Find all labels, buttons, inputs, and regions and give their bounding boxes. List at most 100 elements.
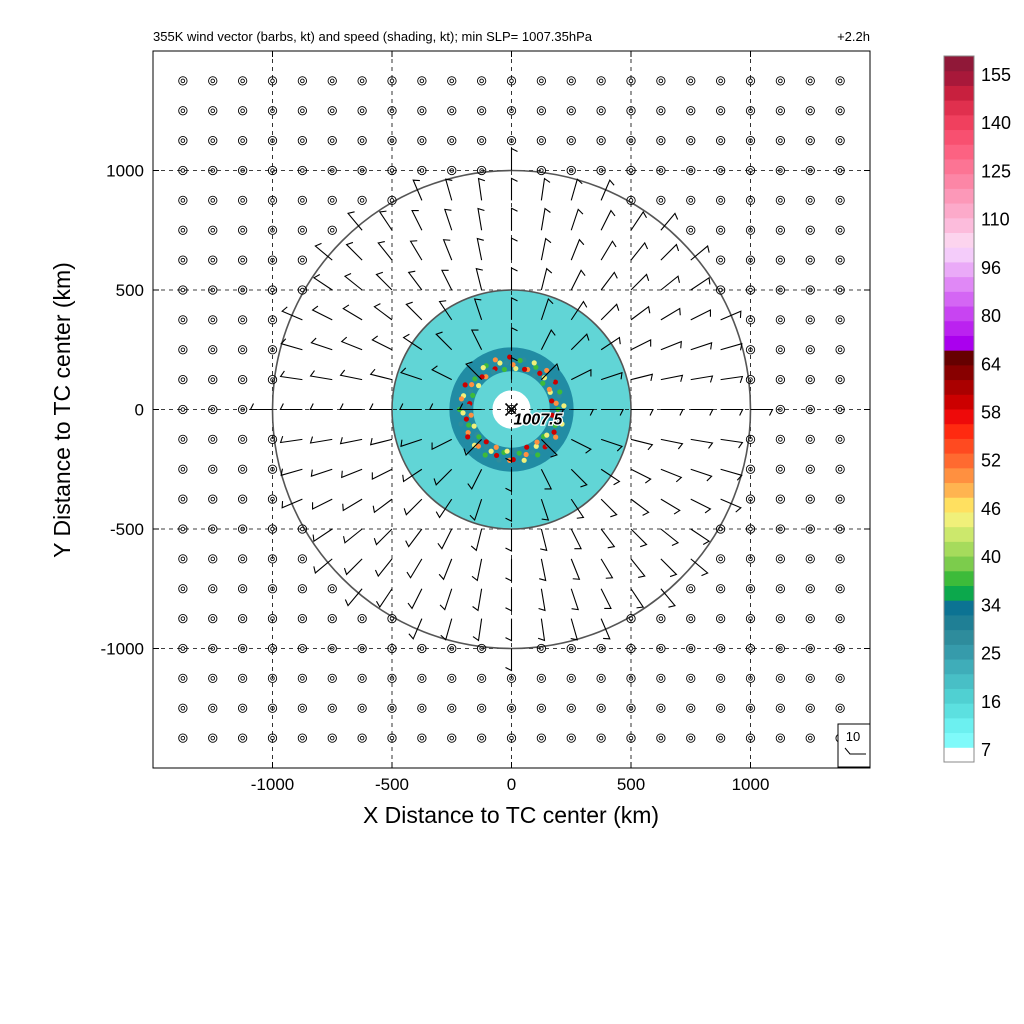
wind-barb: [309, 403, 333, 411]
wind-barb: [280, 468, 303, 477]
y-tick-label: 1000: [106, 162, 144, 181]
calm-barb-inner: [240, 287, 245, 293]
calm-barb-inner: [718, 735, 723, 741]
calm-barb: [596, 165, 606, 176]
calm-barb: [805, 613, 815, 624]
calm-barb: [805, 135, 815, 146]
calm-barb-inner: [628, 735, 634, 741]
calm-barb-inner: [180, 556, 186, 562]
wind-barb: [411, 210, 423, 231]
wind-barb: [538, 588, 546, 612]
calm-barb-inner: [808, 616, 813, 621]
calm-barb-inner: [210, 616, 215, 621]
colorbar-swatch: [944, 600, 974, 616]
x-tick-label: 1000: [732, 775, 770, 794]
calm-barb-inner: [837, 108, 843, 113]
calm-barb-inner: [808, 407, 813, 412]
calm-barb: [297, 673, 308, 684]
colorbar-label: 110: [981, 210, 1010, 230]
calm-barb: [656, 673, 666, 684]
wind-barb: [540, 438, 558, 458]
calm-barb: [835, 703, 845, 713]
wind-barb: [660, 374, 684, 382]
calm-barb-inner: [240, 526, 245, 532]
wind-barb: [510, 267, 518, 290]
calm-barb-inner: [748, 496, 753, 502]
calm-barb: [835, 225, 845, 235]
calm-barb-inner: [419, 138, 425, 143]
calm-barb: [208, 613, 218, 624]
colorbar-label: 46: [981, 499, 1001, 519]
calm-barb: [775, 643, 786, 654]
calm-barb-inner: [509, 138, 514, 143]
calm-barb-inner: [628, 646, 634, 651]
wind-barb: [630, 498, 650, 516]
wind-barb: [437, 528, 453, 550]
calm-barb-inner: [240, 168, 245, 173]
calm-barb-inner: [180, 437, 186, 442]
calm-barb-inner: [389, 138, 395, 143]
calm-barb: [805, 584, 815, 594]
wind-barb: [279, 403, 303, 411]
eyewall-cell: [553, 434, 559, 440]
calm-barb: [178, 554, 188, 564]
wind-barb: [281, 498, 303, 509]
wind-barb: [660, 468, 683, 483]
calm-barb: [745, 643, 756, 654]
calm-barb-inner: [718, 198, 723, 203]
eyewall-cell: [496, 457, 502, 463]
calm-barb-inner: [539, 646, 544, 651]
calm-barb-inner: [539, 706, 544, 711]
wind-barb: [570, 238, 585, 261]
calm-barb-inner: [808, 198, 813, 203]
calm-barb-inner: [569, 168, 574, 173]
calm-barb-inner: [718, 257, 723, 263]
calm-barb: [267, 673, 278, 684]
calm-barb: [237, 255, 248, 265]
calm-barb-inner: [270, 526, 275, 532]
calm-barb-inner: [240, 198, 245, 203]
wind-barb: [309, 370, 333, 381]
calm-barb: [715, 76, 726, 86]
calm-barb: [417, 135, 427, 146]
colorbar-label: 140: [981, 113, 1011, 133]
calm-barb-inner: [330, 138, 335, 143]
calm-barb-inner: [449, 706, 455, 711]
calm-barb: [327, 584, 337, 594]
calm-barb-inner: [688, 676, 694, 681]
calm-barb-inner: [748, 706, 753, 711]
calm-barb: [297, 165, 308, 176]
wind-barb: [600, 209, 616, 231]
calm-barb: [835, 285, 845, 295]
calm-barb: [327, 673, 337, 684]
wind-barb: [540, 237, 552, 261]
eyewall-cell: [493, 444, 499, 450]
calm-barb-inner: [270, 287, 275, 293]
wind-barb: [311, 305, 333, 321]
calm-barb-inner: [389, 646, 395, 651]
calm-barb: [715, 613, 726, 624]
wind-barb: [600, 179, 615, 201]
calm-barb: [178, 165, 188, 176]
calm-barb: [775, 106, 786, 116]
axis-ticks: [153, 51, 870, 768]
eyewall-cell: [501, 366, 508, 373]
wind-barb: [310, 337, 333, 351]
calm-barb: [596, 135, 606, 146]
eyewall-cell: [516, 450, 522, 456]
wind-barb: [314, 242, 333, 261]
calm-barb: [775, 733, 786, 743]
calm-barb: [208, 673, 218, 684]
calm-barb: [178, 195, 188, 206]
calm-barb-inner: [658, 108, 664, 113]
calm-barb-inner: [240, 706, 245, 711]
wind-barb: [510, 326, 518, 350]
calm-barb: [715, 703, 726, 713]
calm-barb-inner: [389, 108, 395, 113]
wind-barb: [309, 436, 333, 444]
calm-barb-inner: [688, 108, 694, 113]
calm-barb-inner: [808, 586, 813, 592]
calm-barb-inner: [270, 198, 275, 203]
calm-barb: [267, 733, 278, 743]
calm-barb: [178, 106, 188, 116]
